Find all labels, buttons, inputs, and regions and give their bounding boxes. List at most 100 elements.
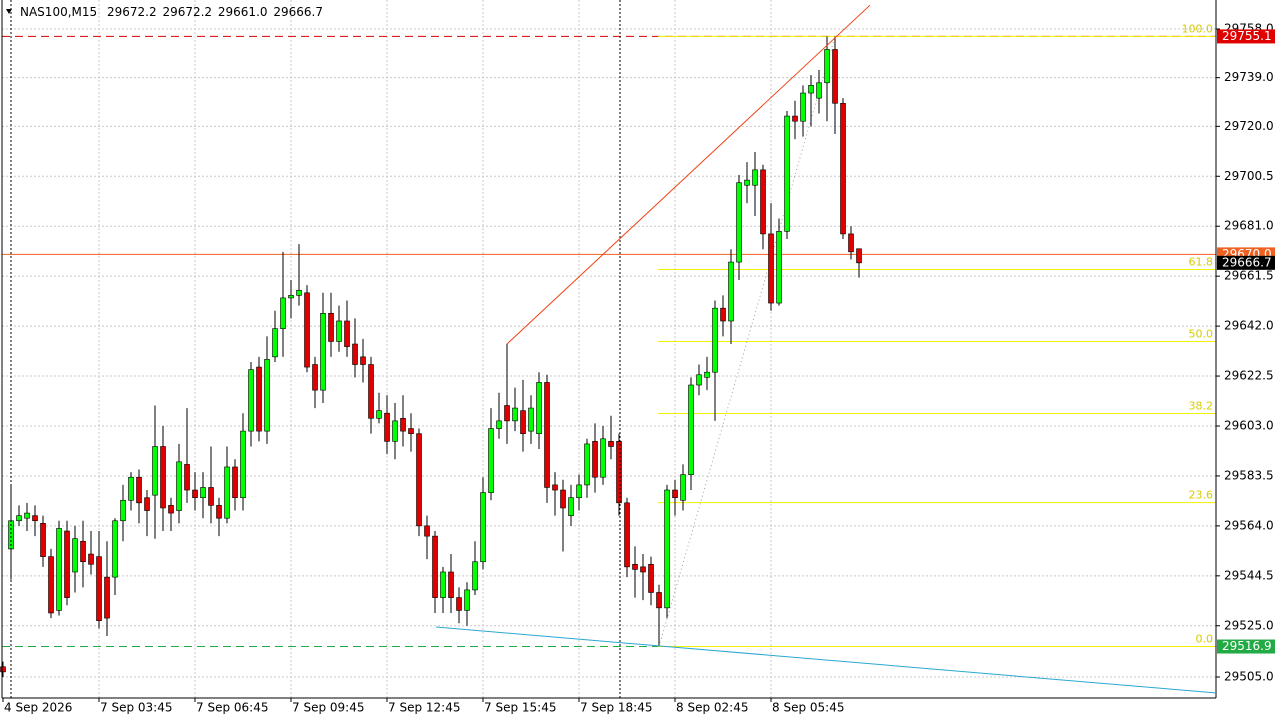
candle-body	[848, 233, 854, 253]
candle-body	[280, 297, 286, 329]
candle-body	[64, 530, 70, 598]
symbol: NAS100,M15	[20, 5, 97, 19]
y-tick-label: 29700.5	[1224, 169, 1274, 183]
candle-body	[840, 102, 846, 235]
candle-body	[200, 487, 206, 499]
candle-body	[160, 446, 166, 509]
price-tag-label: 29516.9	[1222, 639, 1272, 653]
ohlc-open: 29672.2	[107, 5, 157, 19]
candle-body	[136, 476, 142, 504]
candle-body	[448, 571, 454, 598]
candle-body	[352, 343, 358, 365]
candle-body	[104, 576, 110, 619]
candle-body	[336, 320, 342, 342]
candle-body	[320, 313, 326, 391]
ohlc-low: 29661.0	[218, 5, 268, 19]
candle-body	[656, 592, 662, 609]
candle-body	[488, 428, 494, 493]
candle-body	[240, 430, 246, 499]
candle-body	[632, 564, 638, 570]
y-tick-label: 29583.5	[1224, 468, 1274, 482]
trendline	[506, 4, 871, 345]
candle-body	[720, 307, 726, 322]
candle-body	[440, 571, 446, 598]
candle-body	[312, 364, 318, 391]
candle-body	[648, 564, 654, 593]
candle-body	[608, 441, 614, 447]
candle-body	[824, 49, 830, 84]
x-tick-label: 8 Sep 05:45	[772, 701, 844, 715]
x-tick-label: 7 Sep 06:45	[196, 701, 268, 715]
y-tick-label: 29681.0	[1224, 219, 1274, 233]
trendline	[435, 626, 1216, 694]
x-tick-label: 7 Sep 15:45	[484, 701, 556, 715]
x-tick-label: 7 Sep 03:45	[100, 701, 172, 715]
candle-body	[512, 407, 518, 422]
candles	[0, 36, 862, 677]
candle-body	[256, 366, 262, 432]
candle-body	[344, 320, 350, 347]
x-tick-label: 8 Sep 02:45	[676, 701, 748, 715]
candle-body	[232, 466, 238, 499]
candle-body	[520, 410, 526, 434]
y-tick-label: 29544.5	[1224, 568, 1274, 582]
candle-body	[576, 484, 582, 499]
menu-icon[interactable]	[6, 9, 12, 14]
candle-body	[736, 182, 742, 263]
candle-body	[592, 441, 598, 478]
candle-body	[384, 412, 390, 442]
candle-body	[856, 248, 862, 264]
candle-body	[728, 261, 734, 322]
candle-body	[792, 115, 798, 122]
candle-body	[400, 418, 406, 432]
price-tag-label: 29755.1	[1222, 29, 1272, 43]
y-tick-label: 29622.5	[1224, 369, 1274, 383]
candle-body	[80, 540, 86, 563]
fib-label: 0.0	[1196, 633, 1214, 646]
candle-body	[120, 499, 126, 522]
candle-body	[472, 561, 478, 591]
candle-body	[16, 515, 22, 522]
y-tick-label: 29603.0	[1224, 418, 1274, 432]
candle-body	[152, 446, 158, 496]
candle-body	[712, 307, 718, 373]
candle-body	[24, 512, 30, 519]
y-tick-label: 29525.0	[1224, 618, 1274, 632]
chart-header: NAS100,M15 29672.2 29672.2 29661.0 29666…	[20, 5, 323, 19]
candle-body	[504, 405, 510, 422]
candle-body	[664, 489, 670, 609]
candle-body	[144, 497, 150, 511]
candle-body	[72, 538, 78, 573]
fib-label: 50.0	[1189, 327, 1214, 340]
candle-body	[672, 489, 678, 499]
candle-body	[496, 420, 502, 429]
fib-label: 38.2	[1189, 399, 1214, 412]
candle-body	[32, 515, 38, 522]
candle-body	[408, 428, 414, 434]
candle-body	[784, 115, 790, 232]
x-tick-label: 7 Sep 09:45	[292, 701, 364, 715]
candle-body	[416, 433, 422, 527]
candle-body	[752, 169, 758, 186]
overlays	[10, 0, 1216, 698]
candle-body	[552, 484, 558, 491]
y-tick-label: 29720.0	[1224, 119, 1274, 133]
candle-body	[176, 461, 182, 511]
candle-body	[640, 566, 646, 573]
candle-body	[216, 505, 222, 519]
candle-body	[560, 489, 566, 509]
candle-body	[688, 384, 694, 475]
candle-body	[112, 520, 118, 578]
candle-body	[456, 597, 462, 611]
candle-body	[168, 505, 174, 514]
candle-body	[288, 295, 294, 299]
candle-body	[464, 589, 470, 611]
x-tick-label: 7 Sep 12:45	[388, 701, 460, 715]
ohlc-close: 29666.7	[273, 5, 323, 19]
candle-body	[480, 492, 486, 563]
grid	[2, 0, 1216, 698]
candle-body	[696, 374, 702, 386]
candle-body	[680, 474, 686, 501]
